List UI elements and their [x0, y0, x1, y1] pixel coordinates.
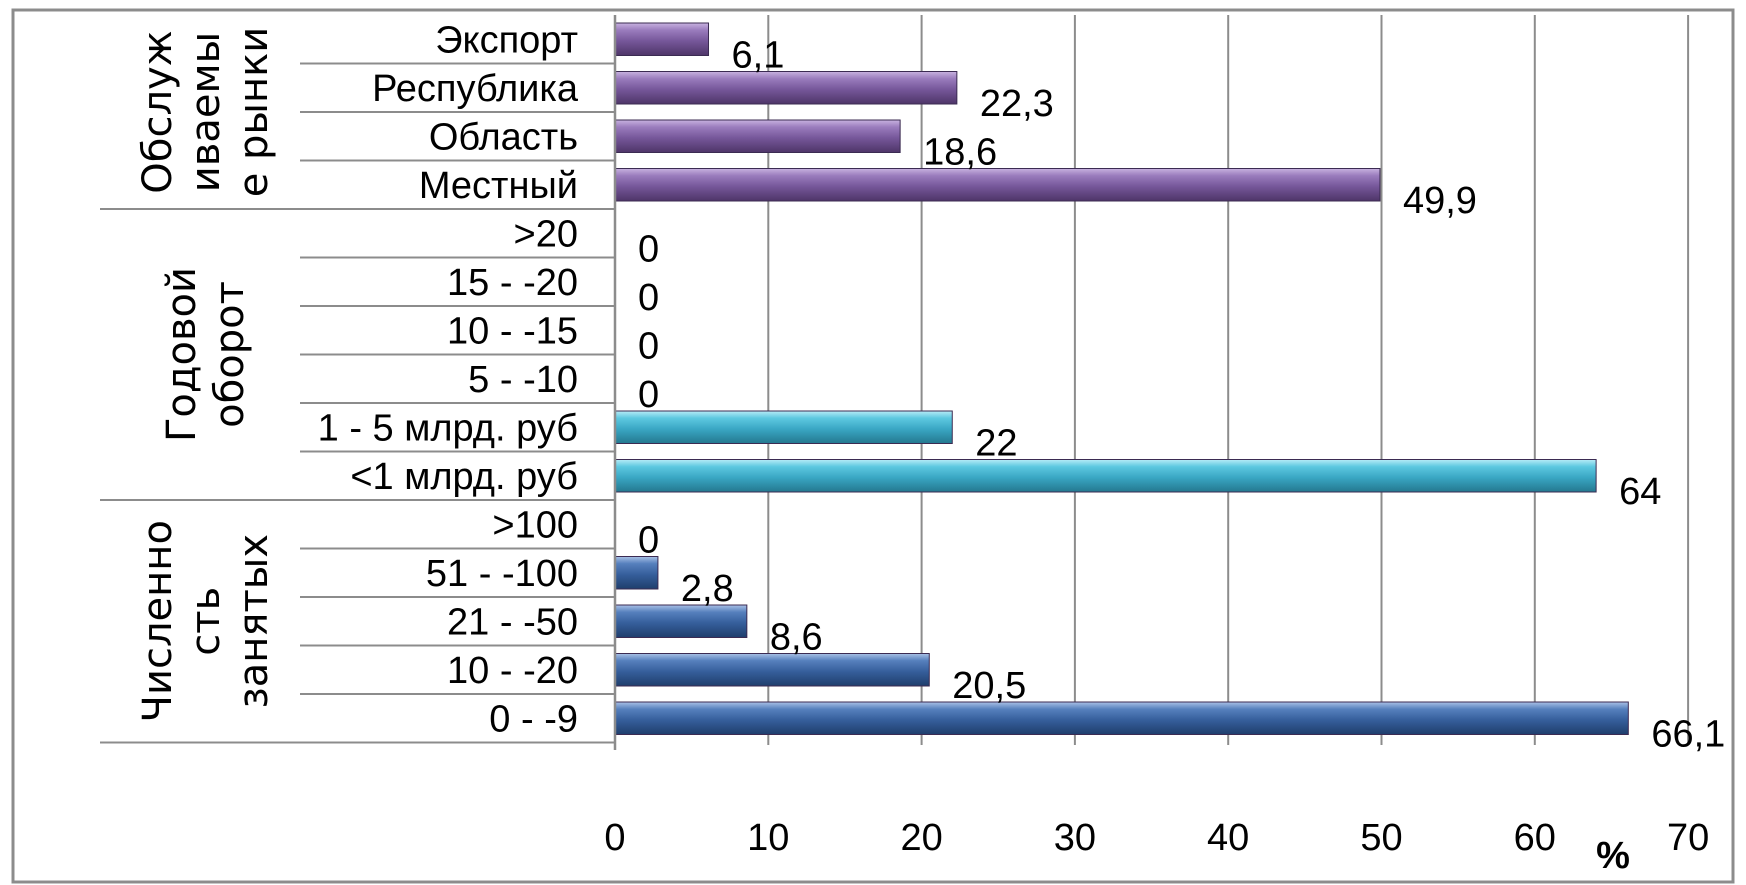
category-label: 1 - 5 млрд. руб — [318, 407, 578, 449]
value-labels: 6,1 22,3 18,6 49,9 0 0 0 0 22 64 0 2,8 8,6 20,5 66,1 — [638, 34, 1725, 755]
bar — [614, 653, 930, 687]
bar — [614, 71, 958, 105]
group-label: Годовой — [159, 267, 205, 442]
group-label: сть — [183, 587, 229, 656]
x-tick-labels: 0 10 20 30 40 50 60 70 — [604, 817, 1709, 859]
category-label: Местный — [419, 165, 578, 207]
value-label: 49,9 — [1403, 180, 1477, 222]
x-tick-label: 30 — [1054, 817, 1096, 859]
chart-frame — [11, 8, 1735, 884]
value-label: 64 — [1619, 471, 1661, 513]
x-tick-label: 70 — [1667, 817, 1709, 859]
bar — [614, 119, 901, 153]
bars-layer — [614, 22, 1629, 735]
category-label: >20 — [514, 213, 578, 255]
group-label: е рынки — [231, 27, 277, 198]
x-axis-label: % — [1596, 835, 1630, 877]
value-label: 0 — [638, 374, 659, 416]
x-tick-label: 10 — [747, 817, 789, 859]
x-tick-label: 50 — [1360, 817, 1402, 859]
value-label: 0 — [638, 228, 659, 270]
value-label: 66,1 — [1651, 713, 1725, 755]
group-label: Численно — [135, 520, 181, 722]
category-label: 21 - -50 — [447, 601, 578, 643]
category-label: 5 - -10 — [468, 359, 578, 401]
category-label: 0 - -9 — [489, 698, 578, 740]
value-label: 0 — [638, 277, 659, 319]
group-label: иваемы — [183, 32, 229, 192]
category-label: 15 - -20 — [447, 262, 578, 304]
group-label: занятых — [231, 534, 277, 709]
x-tick-label: 40 — [1207, 817, 1249, 859]
value-label: 2,8 — [681, 568, 734, 610]
category-label: 10 - -20 — [447, 650, 578, 692]
x-tick-label: 60 — [1514, 817, 1556, 859]
category-labels: Экспорт Республика Область Местный >20 15 - -… — [318, 19, 579, 740]
value-label: 22 — [975, 422, 1017, 464]
category-label: 10 - -15 — [447, 310, 578, 352]
value-label: 0 — [638, 325, 659, 367]
bar — [614, 459, 1597, 493]
gridlines — [767, 15, 1690, 745]
bar — [614, 410, 953, 444]
category-label: <1 млрд. руб — [350, 456, 578, 498]
bar — [614, 556, 659, 590]
category-separators — [100, 62, 615, 744]
group-label: оборот — [207, 281, 253, 428]
value-label: 0 — [638, 519, 659, 561]
category-label: 51 - -100 — [426, 553, 578, 595]
value-label: 22,3 — [980, 83, 1054, 125]
category-label: Область — [429, 116, 578, 158]
value-label: 18,6 — [923, 131, 997, 173]
x-tick-label: 0 — [604, 817, 625, 859]
x-tick-label: 20 — [900, 817, 942, 859]
category-label: Экспорт — [435, 19, 578, 61]
bar — [614, 604, 748, 638]
bar — [614, 701, 1629, 735]
group-label: Обслуж — [135, 30, 181, 193]
value-label: 20,5 — [952, 665, 1026, 707]
bar — [614, 22, 710, 56]
group-labels: Обслуж иваемы е рынки Годовой оборот Численно… — [135, 27, 277, 723]
category-label: Республика — [372, 68, 579, 110]
value-label: 8,6 — [770, 616, 823, 658]
value-label: 6,1 — [732, 34, 785, 76]
bar — [614, 168, 1381, 202]
category-label: >100 — [492, 504, 578, 546]
